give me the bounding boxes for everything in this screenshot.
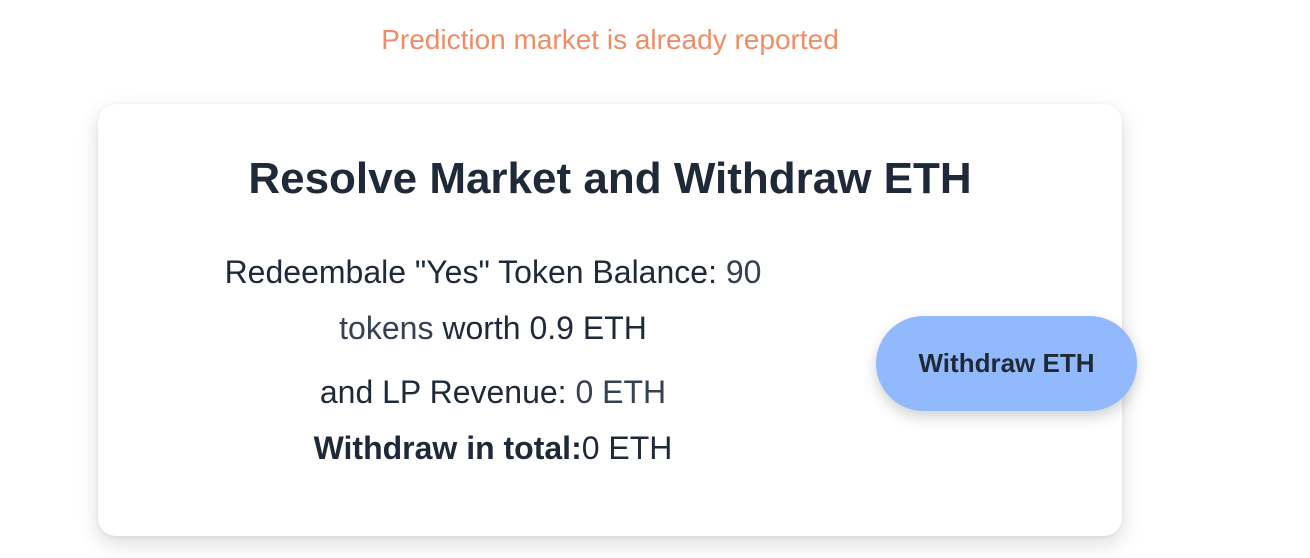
lp-revenue-line: and LP Revenue: 0 ETH [158,364,828,420]
balance-value: 90 [725,254,762,290]
withdraw-summary: Redeembale "Yes" Token Balance: 90 token… [158,244,828,476]
worth-line: tokens worth 0.9 ETH [158,300,828,356]
total-line: Withdraw in total:0 ETH [158,420,828,476]
withdraw-eth-button[interactable]: Withdraw ETH [876,316,1137,411]
lp-revenue-label: and LP Revenue: [319,374,576,410]
balance-label: Redeembale "Yes" Token Balance: [224,254,726,290]
card-title: Resolve Market and Withdraw ETH [248,154,972,203]
tokens-word: tokens [339,310,434,346]
balance-line: Redeembale "Yes" Token Balance: 90 [158,244,828,300]
total-label: Withdraw in total: [313,430,582,466]
total-value: 0 ETH [581,430,673,466]
lp-revenue-value: 0 ETH [575,374,667,410]
status-notice: Prediction market is already reported [381,24,839,55]
worth-text: worth 0.9 ETH [433,310,647,346]
